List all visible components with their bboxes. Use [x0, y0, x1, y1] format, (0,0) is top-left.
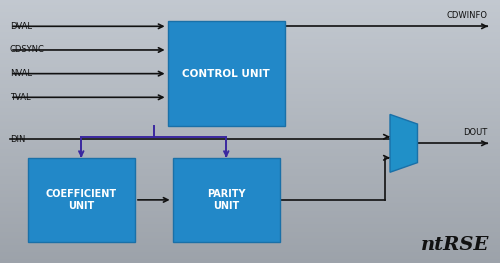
Bar [172, 158, 280, 242]
Polygon shape [390, 114, 417, 172]
Text: DVAL: DVAL [10, 22, 32, 31]
Text: NVAL: NVAL [10, 69, 32, 78]
Bar [28, 158, 135, 242]
Bar [168, 21, 285, 126]
Text: CDSYNC: CDSYNC [10, 45, 45, 54]
Text: TVAL: TVAL [10, 93, 30, 102]
Text: DOUT: DOUT [463, 128, 487, 137]
Text: CDWINFO: CDWINFO [446, 11, 488, 20]
Text: ntRSE: ntRSE [421, 236, 489, 254]
Text: CONTROL UNIT: CONTROL UNIT [182, 69, 270, 79]
Text: DIN: DIN [10, 135, 26, 144]
Text: PARITY
UNIT: PARITY UNIT [207, 189, 246, 211]
Text: COEFFICIENT
UNIT: COEFFICIENT UNIT [46, 189, 117, 211]
